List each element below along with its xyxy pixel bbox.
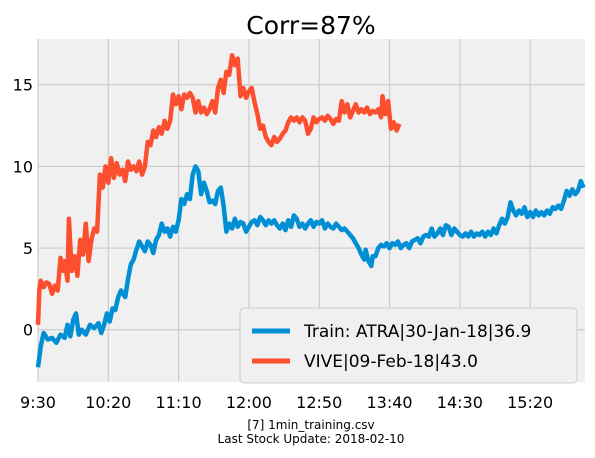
legend-box [239,307,578,384]
caption-file: [7] 1min_training.csv [247,418,374,432]
x-tick-label: 12:50 [296,393,342,412]
legend: Train: ATRA|30-Jan-18|36.9 VIVE|09-Feb-1… [239,307,578,384]
x-tick-label: 15:20 [507,393,553,412]
series-line-1 [35,164,586,368]
series-line-2 [35,53,402,325]
y-tick-label: 15 [13,76,33,95]
x-tick-label: 14:30 [437,393,483,412]
axis-ticks: 9:30 10:20 11:10 12:00 12:50 13:40 14:30 15:20 0… [13,76,554,412]
x-tick-label: 11:10 [156,393,202,412]
caption-update: Last Stock Update: 2018-02-10 [218,432,405,446]
x-tick-label: 9:30 [20,393,56,412]
y-tick-label: 10 [13,157,33,176]
x-tick-label: 13:40 [366,393,412,412]
legend-label-series-2: VIVE|09-Feb-18|43.0 [304,352,478,372]
y-tick-label: 0 [23,321,33,340]
x-tick-label: 10:20 [85,393,131,412]
chart-title: Corr=87% [246,11,375,40]
y-tick-label: 5 [23,239,33,258]
series-lines [35,53,586,368]
x-tick-label: 12:00 [226,393,272,412]
legend-label-series-1: Train: ATRA|30-Jan-18|36.9 [303,322,531,342]
